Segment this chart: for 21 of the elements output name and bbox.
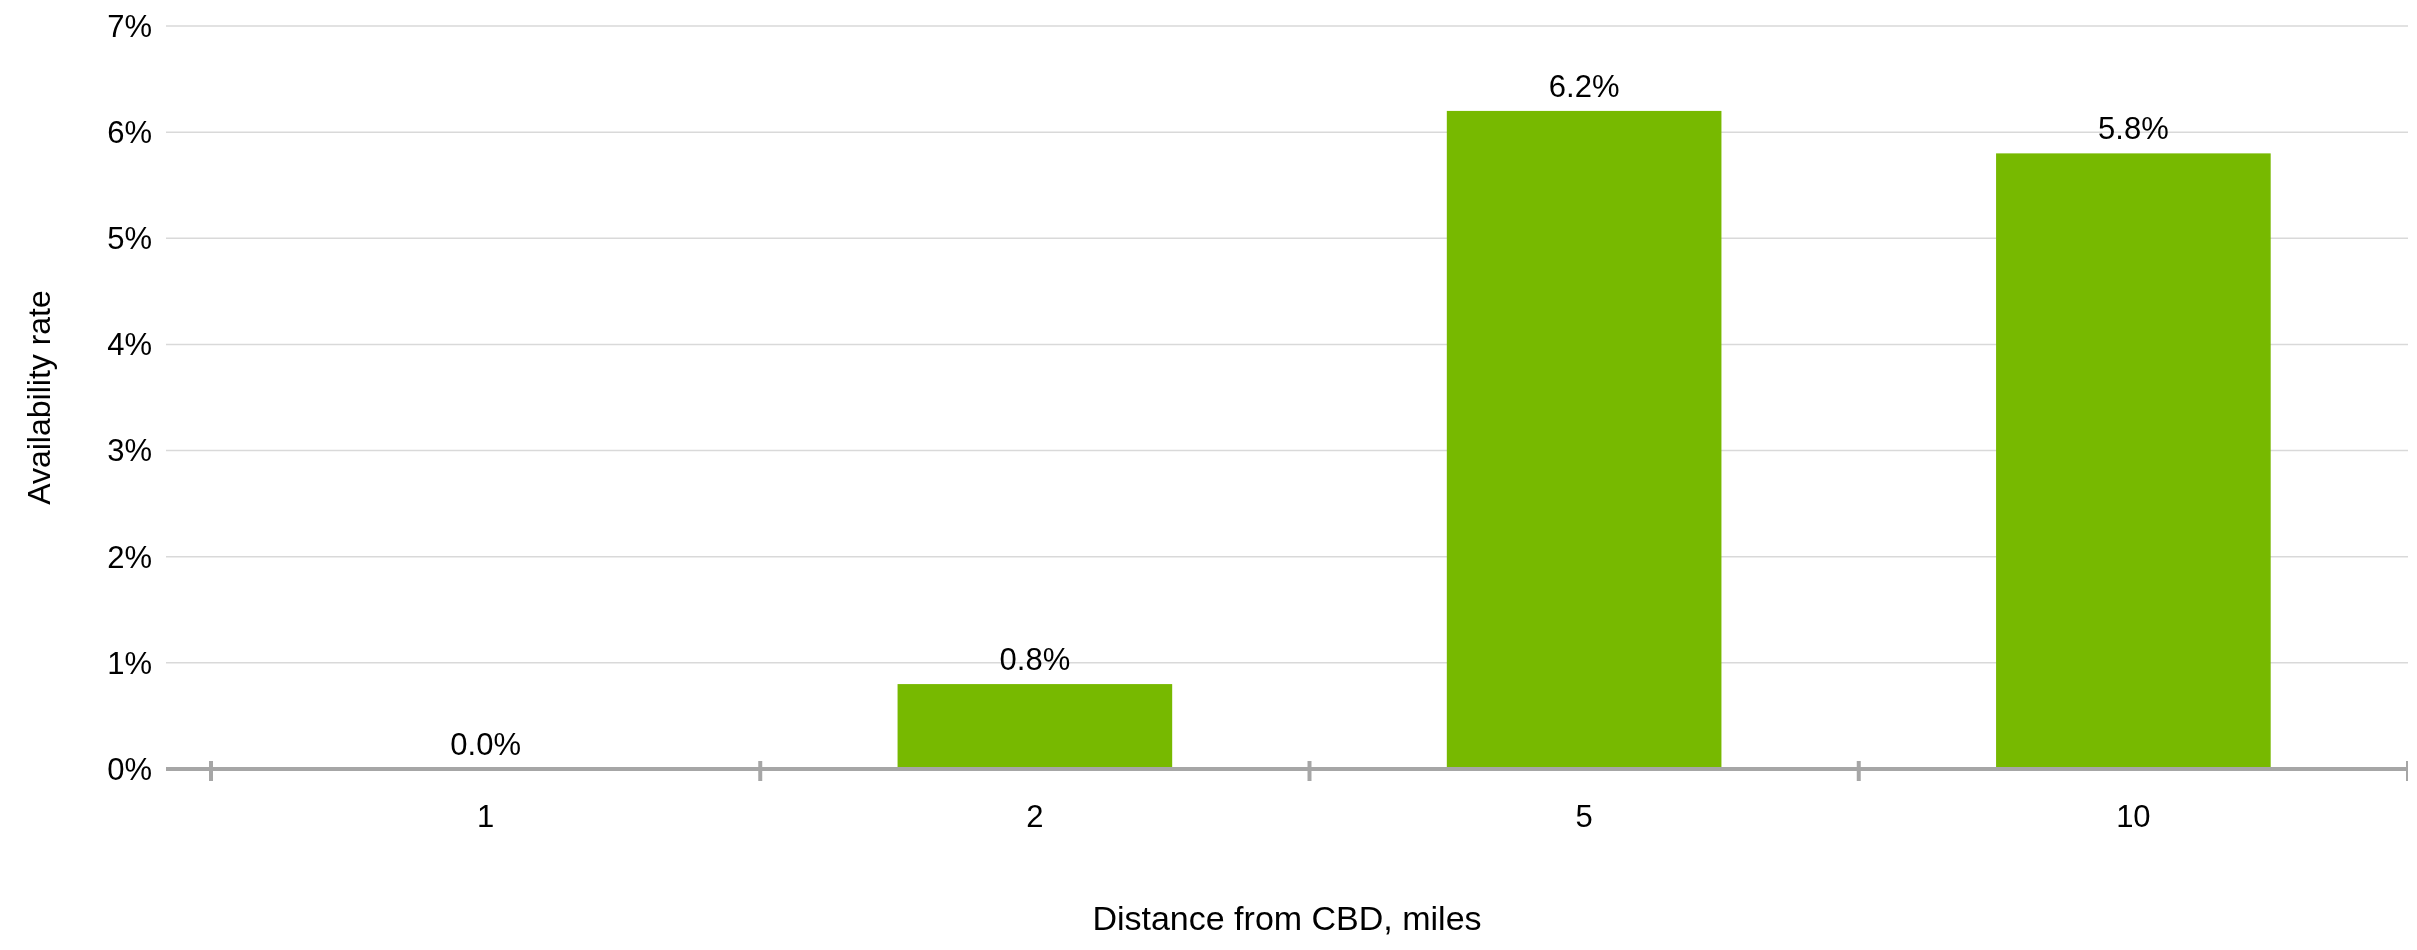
y-tick-label: 6%	[107, 114, 152, 150]
bar	[1446, 110, 1722, 769]
y-axis-title: Availability rate	[21, 290, 57, 505]
data-label: 6.2%	[1548, 68, 1620, 104]
y-tick-label: 4%	[107, 327, 152, 363]
x-tick-label: 2	[1026, 799, 1044, 834]
x-tick-label: 1	[477, 799, 495, 834]
bar	[1996, 153, 2271, 769]
x-tick-label: 10	[2116, 799, 2151, 834]
y-tick-label: 5%	[107, 221, 152, 257]
y-tick-label: 7%	[107, 8, 152, 44]
data-label: 0.8%	[999, 642, 1071, 678]
data-label: 5.8%	[2098, 111, 2169, 147]
x-axis-title: Distance from CBD, miles	[1092, 899, 1482, 937]
bar	[897, 684, 1173, 769]
y-tick-label: 0%	[107, 751, 152, 787]
y-tick-label: 2%	[107, 539, 152, 575]
y-tick-label: 3%	[107, 433, 152, 469]
x-tick-label: 5	[1575, 799, 1593, 834]
y-tick-label: 1%	[107, 645, 152, 681]
data-label: 0.0%	[450, 727, 521, 762]
